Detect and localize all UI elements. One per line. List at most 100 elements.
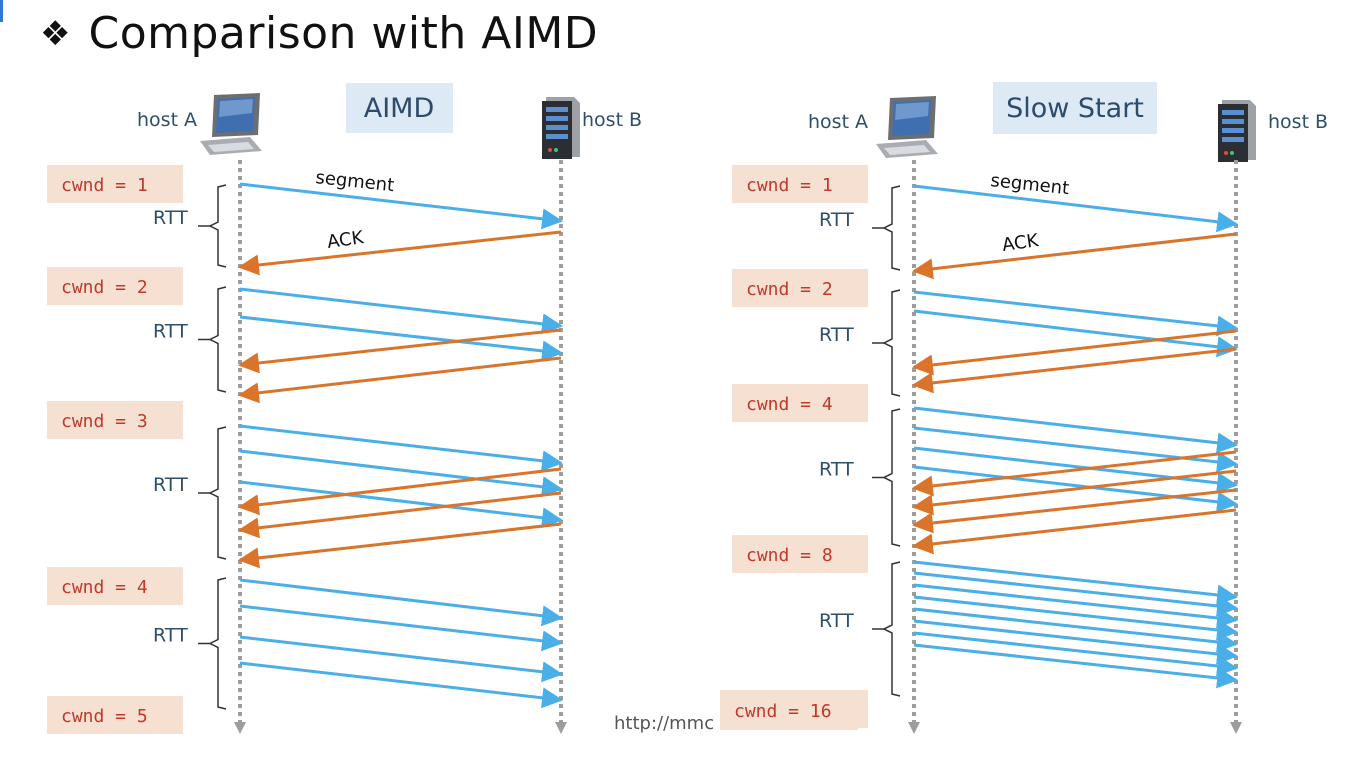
slow-start-segment-arrow bbox=[913, 446, 1239, 494]
slow-start-cwnd-box-overlay bbox=[720, 690, 858, 730]
slow-start-host-b-server-icon-drive-bay bbox=[1222, 110, 1244, 115]
aimd-host-a-computer-icon-screen-glare bbox=[219, 99, 253, 117]
slow-start-host-a-computer-icon-screen-glare bbox=[895, 102, 929, 120]
aimd-cwnd-box bbox=[47, 165, 183, 203]
slow-start-segment-arrow bbox=[913, 643, 1239, 689]
slow-start-segment-arrow bbox=[913, 571, 1239, 617]
aimd-segment-label: segment bbox=[314, 167, 395, 196]
aimd-segment-arrow bbox=[239, 604, 564, 652]
slow-start-rtt-label: RTT bbox=[819, 324, 854, 346]
aimd-host-b-server-icon-drive-bay bbox=[546, 116, 568, 121]
slow-start-host-b-timeline-arrowhead bbox=[1230, 722, 1242, 734]
aimd-host-b-server-icon-drive-bay bbox=[546, 134, 568, 139]
slow-start-host-a-label: host A bbox=[808, 111, 868, 133]
slow-start-ack-arrow bbox=[911, 347, 1237, 394]
aimd-cwnd-box bbox=[47, 401, 183, 439]
slow-start-segment-arrow bbox=[913, 465, 1239, 513]
slow-start-ack-label: ACK bbox=[1001, 230, 1041, 256]
slow-start-segment-arrow bbox=[913, 583, 1239, 629]
slow-start-segment-arrow bbox=[913, 406, 1239, 454]
aimd-host-b-label: host B bbox=[582, 109, 642, 131]
slow-start-cwnd-box bbox=[732, 384, 868, 422]
aimd-cwnd-label: cwnd = 5 bbox=[61, 706, 148, 727]
aimd-host-a-timeline-arrowhead bbox=[234, 722, 246, 734]
aimd-ack-arrow bbox=[237, 467, 562, 516]
aimd-cwnd-box bbox=[47, 567, 183, 605]
aimd-host-b-server-icon bbox=[542, 97, 580, 159]
slow-start-rtt-brace bbox=[882, 185, 901, 271]
slow-start-rtt-label: RTT bbox=[819, 610, 854, 632]
slow-start-ack-arrow bbox=[911, 232, 1237, 280]
aimd-segment-arrow bbox=[239, 315, 564, 362]
aimd-rtt-brace bbox=[208, 426, 227, 560]
aimd-host-b-server-icon-drive-bay bbox=[546, 107, 568, 112]
slow-start-segment-arrow bbox=[913, 619, 1239, 665]
aimd-ack-arrow bbox=[237, 356, 562, 404]
aimd-rtt-brace bbox=[208, 286, 227, 393]
aimd-cwnd-label: cwnd = 4 bbox=[61, 577, 148, 598]
slow-start-rtt-label: RTT bbox=[819, 459, 854, 481]
slow-start-header: Slow Start bbox=[1006, 93, 1144, 124]
aimd-rtt-label: RTT bbox=[153, 321, 188, 343]
slow-start-segment-arrow bbox=[913, 631, 1239, 677]
slow-start-host-a-computer-icon bbox=[876, 96, 938, 158]
aimd-segment-arrow bbox=[239, 480, 564, 529]
aimd-header-box bbox=[346, 83, 453, 133]
aimd-host-a-computer-icon-keys bbox=[208, 142, 254, 152]
slow-start-host-b-server-icon-led bbox=[1230, 151, 1234, 155]
slow-start-host-b-server-icon-led bbox=[1224, 151, 1228, 155]
aimd-segment-arrow bbox=[239, 578, 564, 627]
aimd-segment-arrow bbox=[239, 424, 564, 472]
slow-start-cwnd-label: cwnd = 2 bbox=[746, 279, 833, 300]
slow-start-host-b-server-icon bbox=[1218, 100, 1256, 162]
aimd-rtt-brace bbox=[208, 184, 227, 268]
slow-start-segment-arrow bbox=[913, 607, 1239, 653]
slow-start-cwnd-label: cwnd = 4 bbox=[746, 394, 833, 415]
slow-start-host-b-label: host B bbox=[1268, 111, 1328, 133]
slide-corner-mark bbox=[0, 0, 3, 22]
aimd-ack-arrow bbox=[237, 328, 562, 374]
aimd-segment-arrow bbox=[239, 449, 564, 498]
aimd-ack-arrow bbox=[237, 230, 562, 276]
aimd-cwnd-label: cwnd = 3 bbox=[61, 411, 148, 432]
slow-start-cwnd-label: cwnd = 16 bbox=[734, 701, 832, 722]
four-diamond-bullet-icon: ❖ bbox=[40, 13, 71, 54]
aimd-host-b-server-icon-led bbox=[554, 148, 558, 152]
aimd-rtt-label: RTT bbox=[153, 474, 188, 496]
slow-start-rtt-brace bbox=[882, 289, 901, 397]
slow-start-host-b-server-icon-drive-bay bbox=[1222, 128, 1244, 133]
slow-start-rtt-brace bbox=[882, 408, 901, 547]
slow-start-header-box bbox=[993, 82, 1157, 134]
slow-start-rtt-brace bbox=[882, 561, 901, 697]
slow-start-segment-arrow bbox=[913, 290, 1239, 337]
slow-start-cwnd-label: cwnd = 1 bbox=[746, 175, 833, 196]
slow-start-host-a-computer-icon-keys bbox=[884, 145, 930, 155]
slow-start-segment-arrow bbox=[913, 309, 1239, 358]
aimd-host-a-label: host A bbox=[137, 109, 197, 131]
aimd-cwnd-label: cwnd = 2 bbox=[61, 277, 148, 298]
aimd-host-a-computer-icon bbox=[200, 93, 262, 155]
slow-start-ack-arrow bbox=[911, 488, 1237, 534]
aimd-rtt-label: RTT bbox=[153, 625, 188, 647]
aimd-host-b-timeline-arrowhead bbox=[555, 722, 567, 734]
slow-start-cwnd-box bbox=[732, 535, 868, 573]
aimd-segment-arrow bbox=[239, 182, 564, 230]
slow-start-host-b-server-icon-drive-bay bbox=[1222, 119, 1244, 124]
slow-start-host-b-server-icon-drive-bay bbox=[1222, 137, 1244, 142]
aimd-host-b-server-icon-led bbox=[548, 148, 552, 152]
aimd-rtt-brace bbox=[208, 577, 227, 710]
slow-start-cwnd-box bbox=[732, 165, 868, 203]
aimd-segment-arrow bbox=[239, 287, 564, 335]
slow-start-segment-arrow bbox=[913, 560, 1239, 606]
aimd-header: AIMD bbox=[364, 93, 435, 124]
slide-title: Comparison with AIMD bbox=[88, 8, 599, 59]
slide-title-row: ❖ Comparison with AIMD bbox=[40, 8, 598, 59]
slow-start-ack-arrow bbox=[911, 329, 1237, 376]
slow-start-segment-arrow bbox=[913, 184, 1239, 233]
slow-start-host-a-timeline-arrowhead bbox=[908, 722, 920, 734]
aimd-cwnd-box bbox=[47, 696, 183, 734]
aimd-ack-label: ACK bbox=[326, 227, 366, 253]
aimd-cwnd-label: cwnd = 1 bbox=[61, 175, 148, 196]
aimd-segment-arrow bbox=[239, 635, 564, 683]
